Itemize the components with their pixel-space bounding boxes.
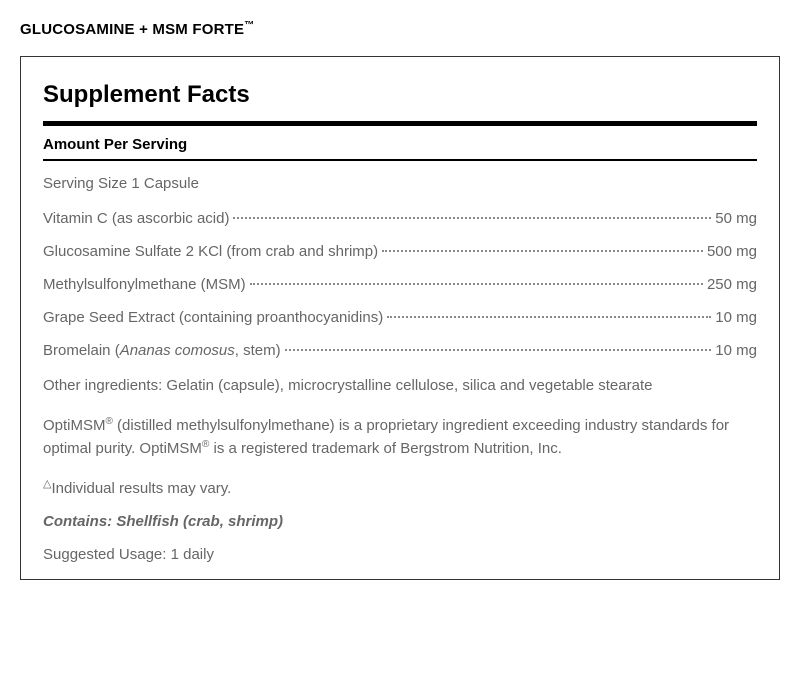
product-name-text: GLUCOSAMINE + MSM FORTE (20, 21, 244, 38)
leader-dots (382, 250, 703, 252)
rule-thin (43, 159, 757, 161)
leader-dots (233, 217, 711, 219)
nutrient-amount: 500 mg (707, 243, 757, 260)
nutrient-amount: 10 mg (715, 342, 757, 359)
nutrient-amount: 50 mg (715, 210, 757, 227)
panel-title: Supplement Facts (43, 81, 757, 109)
nutrient-row: Bromelain (Ananas comosus, stem) 10 mg (43, 342, 757, 359)
leader-dots (250, 283, 703, 285)
serving-size: Serving Size 1 Capsule (43, 175, 757, 192)
nutrient-name: Methylsulfonylmethane (MSM) (43, 276, 246, 293)
nutrient-row: Glucosamine Sulfate 2 KCl (from crab and… (43, 243, 757, 260)
suggested-usage: Suggested Usage: 1 daily (43, 546, 757, 563)
product-title: GLUCOSAMINE + MSM FORTE™ (20, 20, 780, 38)
nutrient-row: Methylsulfonylmethane (MSM) 250 mg (43, 276, 757, 293)
optimsm-note: OptiMSM® (distilled methylsulfonylmethan… (43, 414, 757, 461)
contains-allergen: Contains: Shellfish (crab, shrimp) (43, 513, 757, 530)
disclaimer: △Individual results may vary. (43, 477, 757, 497)
nutrient-name: Grape Seed Extract (containing proanthoc… (43, 309, 383, 326)
leader-dots (387, 316, 711, 318)
disclaimer-text: Individual results may vary. (51, 480, 231, 497)
nutrient-name: Vitamin C (as ascorbic acid) (43, 210, 229, 227)
leader-dots (285, 349, 712, 351)
amount-per-serving-heading: Amount Per Serving (43, 136, 757, 153)
supplement-facts-panel: Supplement Facts Amount Per Serving Serv… (20, 56, 780, 580)
trademark-symbol: ™ (244, 20, 254, 31)
nutrient-amount: 250 mg (707, 276, 757, 293)
nutrient-row: Grape Seed Extract (containing proanthoc… (43, 309, 757, 326)
nutrient-amount: 10 mg (715, 309, 757, 326)
other-ingredients: Other ingredients: Gelatin (capsule), mi… (43, 375, 757, 398)
nutrient-row: Vitamin C (as ascorbic acid) 50 mg (43, 210, 757, 227)
nutrient-name: Bromelain (Ananas comosus, stem) (43, 342, 281, 359)
rule-thick (43, 121, 757, 126)
nutrient-name: Glucosamine Sulfate 2 KCl (from crab and… (43, 243, 378, 260)
